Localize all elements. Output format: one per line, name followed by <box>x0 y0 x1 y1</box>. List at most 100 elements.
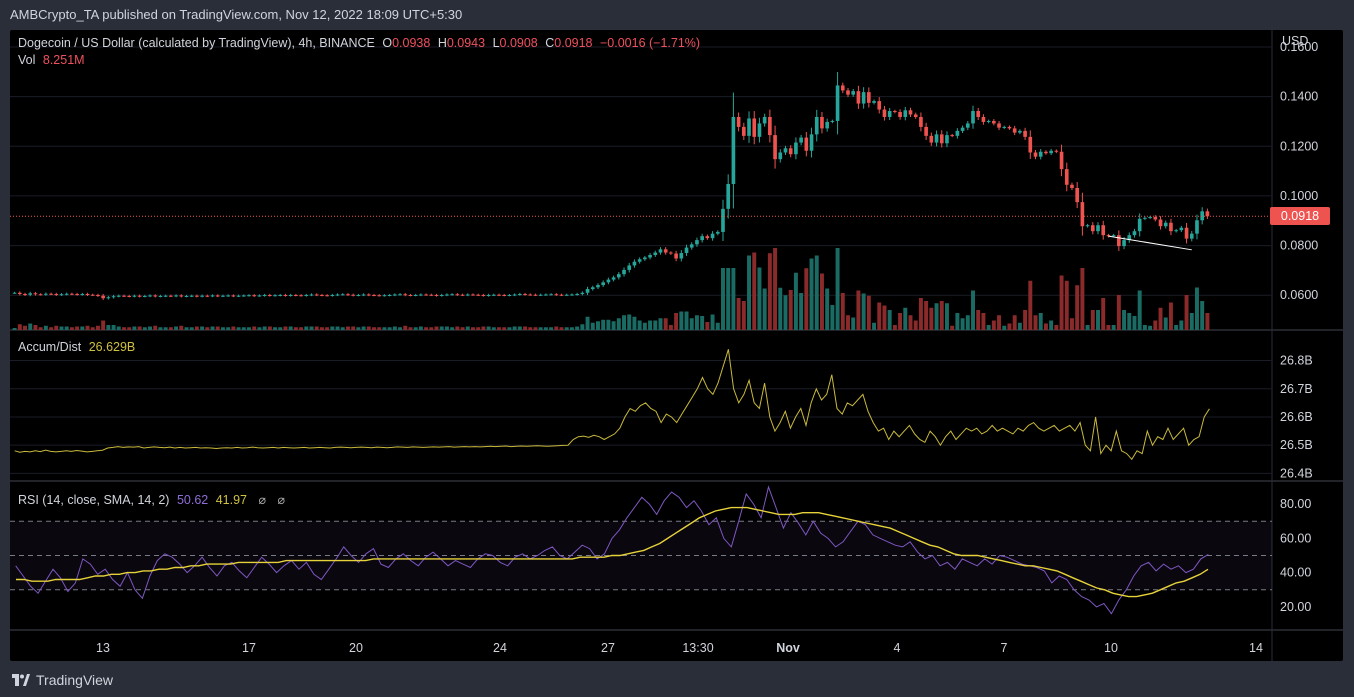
volume-bar <box>726 268 731 330</box>
candle-body <box>773 135 777 160</box>
volume-bar <box>590 322 595 330</box>
candle-body <box>419 294 423 296</box>
candle-body <box>981 116 986 122</box>
publisher-text: AMBCrypto_TA published on TradingView.co… <box>10 7 463 22</box>
volume-bar <box>351 326 356 330</box>
volume-bar <box>668 325 673 330</box>
candle-body <box>627 265 632 270</box>
candle-body <box>215 295 220 297</box>
visibility-icon[interactable]: ⌀ <box>258 493 266 507</box>
candle-body <box>221 295 225 297</box>
candle-body <box>299 295 303 297</box>
volume-bar <box>637 320 642 330</box>
candle-body <box>741 126 746 136</box>
candle-body <box>12 292 17 294</box>
volume-bar <box>247 327 251 330</box>
volume-bar <box>1194 287 1199 330</box>
candle-body <box>538 294 543 296</box>
volume-bar <box>153 325 158 330</box>
candle-body <box>564 294 569 296</box>
volume-bar <box>90 327 95 330</box>
volume-bar <box>23 325 28 330</box>
volume-bar <box>470 327 475 330</box>
candle-body <box>1127 235 1132 241</box>
candle-body <box>28 293 33 295</box>
candle-body <box>257 295 262 297</box>
volume-bar <box>403 325 408 330</box>
candle-body <box>148 295 152 297</box>
candle-body <box>38 294 43 296</box>
symbol-title[interactable]: Dogecoin / US Dollar (calculated by Trad… <box>18 36 375 50</box>
vol-label[interactable]: Vol <box>18 53 36 67</box>
candle-body <box>913 114 918 117</box>
time-tick-label: 24 <box>493 641 507 655</box>
candle-body <box>559 294 564 296</box>
volume-bar <box>455 326 460 330</box>
candle-body <box>835 85 840 121</box>
volume-bar <box>767 253 772 330</box>
candle-body <box>174 295 178 297</box>
candle-body <box>622 269 626 275</box>
volume-bar <box>1101 298 1106 330</box>
volume-bar <box>997 315 1002 330</box>
candle-body <box>44 293 48 295</box>
candle-body <box>85 294 90 295</box>
candle-body <box>809 134 814 151</box>
volume-bar <box>361 326 366 330</box>
candle-body <box>366 294 371 296</box>
rsi-label[interactable]: RSI (14, close, SMA, 14, 2) <box>18 493 170 507</box>
candle-body <box>747 118 751 136</box>
volume-bar <box>736 298 741 330</box>
tradingview-brand[interactable]: TradingView <box>12 672 113 688</box>
volume-bar <box>554 326 559 330</box>
volume-bar <box>877 302 882 330</box>
settings-icon[interactable]: ⌀ <box>277 493 286 507</box>
candle-body <box>768 116 772 136</box>
price-tick-label: 0.1600 <box>1280 40 1318 54</box>
candle-body <box>137 295 142 297</box>
candle-body <box>476 294 481 296</box>
volume-bar <box>663 318 668 330</box>
candle-body <box>695 240 699 245</box>
candle-body <box>955 130 960 136</box>
candle-body <box>757 123 762 137</box>
accum-label[interactable]: Accum/Dist <box>18 340 82 354</box>
candle-body <box>512 294 517 296</box>
volume-bar <box>1200 301 1205 330</box>
chart-canvas[interactable]: 0.1600 0.1400 0.1200 0.1000 0.0800 0.0600 26.8… <box>10 30 1343 661</box>
candle-body <box>153 295 158 297</box>
volume-bar <box>908 315 913 330</box>
candle-body <box>814 116 819 135</box>
time-tick-label: 4 <box>894 641 901 655</box>
currency-label[interactable]: USD <box>1282 34 1309 48</box>
candle-body <box>851 91 856 95</box>
candle-body <box>486 294 491 296</box>
volume-bar <box>486 326 491 330</box>
candle-body <box>721 208 725 232</box>
volume-bar <box>304 326 309 330</box>
candle-body <box>356 294 361 296</box>
time-tick-label: Nov <box>776 641 800 655</box>
rsi-tick-label: 80.00 <box>1280 497 1311 511</box>
volume-bar <box>148 326 153 330</box>
candle-body <box>596 285 600 288</box>
vol-value: 8.251M <box>42 53 85 67</box>
rsi-tick-label: 60.00 <box>1280 531 1311 545</box>
volume-bar <box>642 322 647 330</box>
candle-body <box>17 292 22 294</box>
candle-body <box>90 294 95 296</box>
footer: TradingView <box>0 664 1354 697</box>
chart-frame[interactable]: 0.1600 0.1400 0.1200 0.1000 0.0800 0.0600 26.8… <box>10 30 1343 661</box>
volume-bar <box>1054 325 1059 330</box>
rsi-value: 50.62 <box>176 493 209 507</box>
candle-body <box>111 296 116 298</box>
volume-bar <box>955 313 960 330</box>
ad-tick-label: 26.7B <box>1280 382 1313 396</box>
volume-bar <box>158 327 163 330</box>
candle-body <box>320 294 324 296</box>
candle-body <box>867 92 871 103</box>
volume-bar <box>892 325 897 330</box>
candle-body <box>1049 150 1053 154</box>
volume-bar <box>752 252 757 330</box>
volume-bar <box>1064 280 1069 330</box>
